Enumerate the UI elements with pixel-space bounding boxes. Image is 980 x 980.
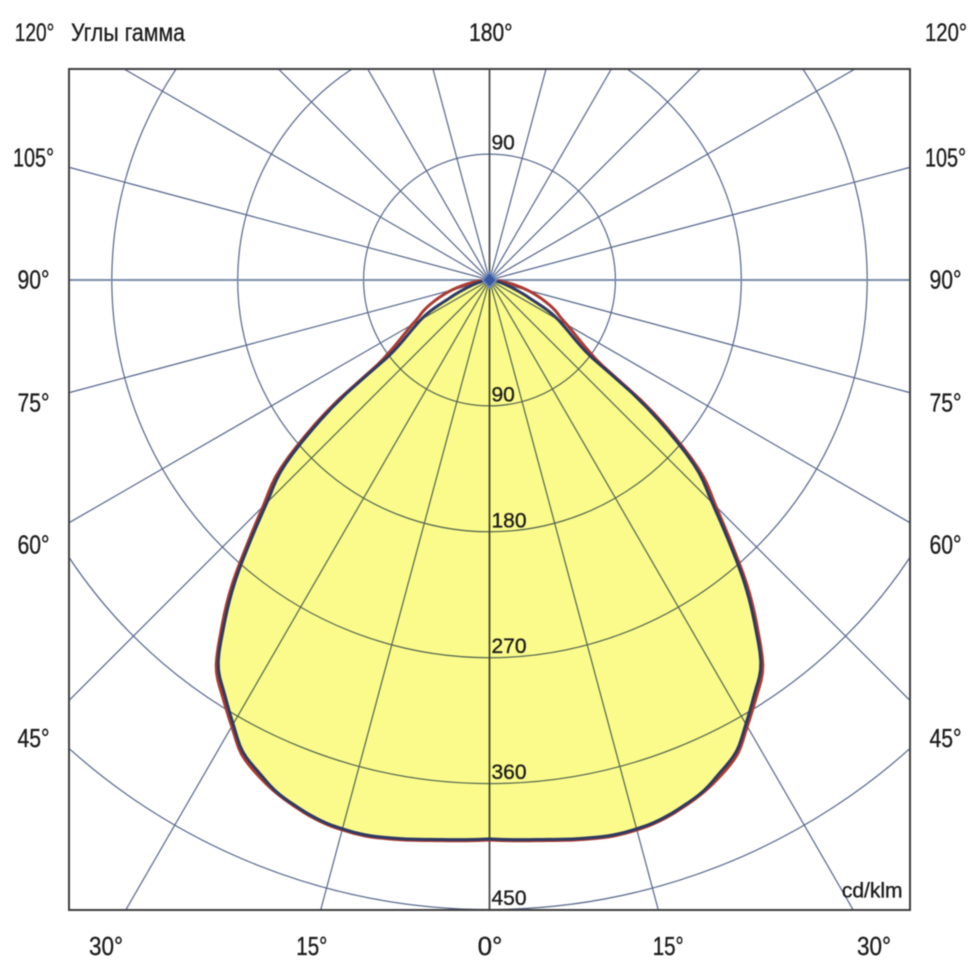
svg-text:15°: 15°	[296, 931, 327, 961]
svg-text:90°: 90°	[930, 265, 962, 295]
svg-text:0°: 0°	[478, 931, 503, 961]
svg-text:15°: 15°	[653, 931, 684, 961]
svg-text:45°: 45°	[18, 723, 50, 753]
svg-text:180: 180	[492, 509, 527, 532]
svg-text:30°: 30°	[89, 931, 123, 961]
svg-text:90°: 90°	[18, 265, 50, 295]
svg-text:30°: 30°	[857, 931, 891, 961]
svg-text:90: 90	[492, 132, 515, 155]
svg-text:105°: 105°	[925, 142, 966, 172]
svg-text:60°: 60°	[18, 529, 50, 559]
svg-text:75°: 75°	[930, 388, 962, 418]
svg-text:270: 270	[492, 635, 527, 658]
svg-text:45°: 45°	[930, 723, 962, 753]
svg-text:450: 450	[492, 887, 527, 910]
svg-text:60°: 60°	[930, 529, 962, 559]
svg-text:Углы гамма: Углы гамма	[71, 19, 185, 47]
svg-text:180°: 180°	[469, 19, 513, 47]
svg-text:cd/klm: cd/klm	[842, 880, 903, 903]
svg-text:120°: 120°	[925, 19, 967, 47]
svg-text:105°: 105°	[13, 142, 54, 172]
svg-text:75°: 75°	[18, 388, 50, 418]
svg-text:90: 90	[492, 383, 515, 406]
svg-text:120°: 120°	[15, 19, 55, 47]
svg-text:360: 360	[492, 761, 527, 784]
